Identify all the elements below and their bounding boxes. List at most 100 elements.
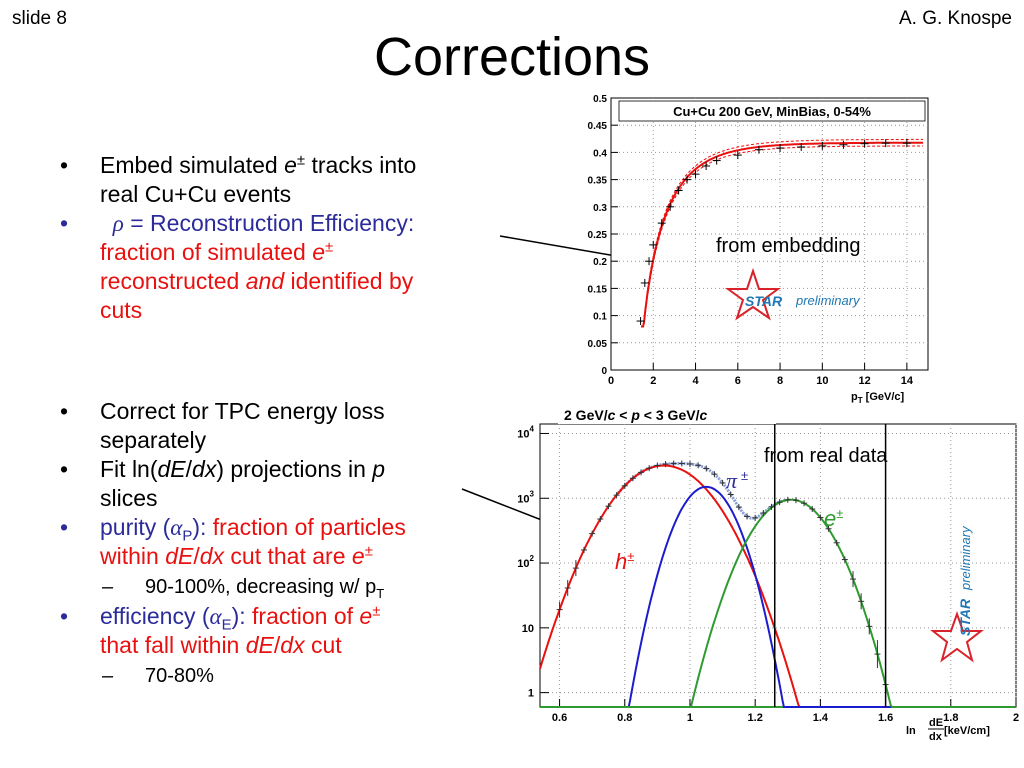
- x-axis-ln: ln: [906, 725, 916, 737]
- x-tick-label: 1.4: [813, 712, 829, 724]
- title-part: < 3 GeV/: [640, 407, 700, 423]
- plot-frame: [539, 423, 1017, 708]
- x-axis-var: p: [851, 391, 858, 403]
- star-label: STAR: [745, 293, 783, 309]
- label-text: efficiency (: [100, 603, 210, 629]
- fit-curve: [641, 141, 924, 328]
- bullet-purity: • purity (αP): fraction of particles wit…: [60, 513, 406, 571]
- grid: [611, 98, 928, 370]
- efficiency-desc: fraction of e±: [245, 602, 381, 629]
- x-tick-label: 1.6: [878, 712, 893, 724]
- bullet-text: Fit ln(: [100, 456, 158, 482]
- x-tick-label: 1.2: [748, 712, 763, 724]
- preliminary-label: preliminary: [795, 293, 861, 308]
- x-tick-label: 0.8: [617, 712, 632, 724]
- label-e-name: e: [824, 506, 836, 531]
- slide-title: Corrections: [373, 27, 651, 87]
- sub-bullet-text: 70-80%: [145, 665, 214, 687]
- e-symbol: e: [284, 152, 297, 178]
- y-tick-label: 0.35: [588, 176, 608, 187]
- grid: [540, 424, 1017, 707]
- x-tick-label: 2: [1013, 712, 1019, 724]
- y-tick-label: 0.1: [593, 312, 607, 323]
- y-tick-label: 0.3: [593, 203, 607, 214]
- title-part: c: [608, 407, 616, 423]
- bullet-efficiency: • efficiency (αE): fraction of e± that f…: [60, 602, 406, 660]
- title-box: [618, 100, 926, 122]
- x-tick-label: 0: [608, 375, 614, 387]
- series-e: [540, 498, 1015, 708]
- x-tick-label: 8: [777, 375, 783, 387]
- x-tick-label: 4: [692, 375, 699, 387]
- rho-description: fraction of simulated e± reconstructed a…: [100, 239, 413, 323]
- x-axis-label: pT [GeV/c]: [851, 391, 905, 404]
- efficiency-label: efficiency (αE):: [100, 603, 246, 633]
- pm-symbol: ±: [372, 602, 381, 620]
- and-word: and: [245, 268, 285, 294]
- efficiency-chart: 0 2 4 6 8 10 12 14 0 0.05 0.1 0.15 0.2 0.25 0.3 0.35 0.…: [588, 94, 929, 404]
- pm-symbol: ±: [325, 238, 334, 256]
- y-tick-label: 1: [528, 688, 534, 700]
- chart-title: 2 GeV/c < p < 3 GeV/c: [564, 407, 707, 423]
- y-tick-label: 0.45: [588, 121, 608, 132]
- x-tick-label: 6: [735, 375, 741, 387]
- y-tick-exp: 2: [530, 554, 535, 563]
- y-tick-base: 10: [517, 558, 529, 570]
- pt-sub: T: [376, 586, 385, 601]
- cut-lines: [773, 424, 887, 707]
- sub-bullet-purity-value: – 90-100%, decreasing w/ pT: [60, 573, 406, 602]
- star-label: STAR: [957, 598, 973, 636]
- x-tick-label: 0.6: [552, 712, 567, 724]
- bullet-rho: • ρ = Reconstruction Efficiency: fractio…: [60, 209, 416, 325]
- y-tick-label: 0.2: [593, 257, 607, 268]
- alpha-symbol: α: [209, 604, 222, 629]
- label-h-name: h: [615, 549, 627, 574]
- bullet-dot: •: [60, 456, 69, 482]
- desc-text: cuts: [100, 297, 143, 323]
- slash: /: [185, 456, 193, 482]
- p-symbol: p: [372, 456, 386, 482]
- dE-symbol: dE: [157, 456, 186, 482]
- pm-symbol: ±: [296, 151, 306, 169]
- label-close: ):: [192, 514, 207, 540]
- dE-symbol: dE: [245, 632, 274, 658]
- purity-desc-line2: within dE/dx cut that are e±: [100, 543, 373, 569]
- x-axis-unit: [GeV/c]: [863, 391, 905, 403]
- label-h-sup: ±: [627, 549, 634, 564]
- y-tick-label: 0.4: [593, 148, 607, 159]
- x-tick-label: 1.8: [943, 712, 958, 724]
- bullet-text: ) projections in: [216, 456, 373, 482]
- e-symbol: e: [359, 603, 373, 629]
- dE-symbol: dE: [165, 543, 194, 569]
- bullet-dot: •: [60, 210, 69, 236]
- desc-text: cut that are: [224, 543, 352, 569]
- label-text: purity (: [100, 514, 171, 540]
- desc-text: within: [100, 543, 166, 569]
- y-tick-label: 0: [601, 366, 607, 377]
- star-logo: [930, 610, 984, 663]
- y-tick-label: 0.05: [588, 339, 608, 350]
- chart-title: Cu+Cu 200 GeV, MinBias, 0-54%: [673, 104, 871, 119]
- label-e: e±: [824, 506, 843, 531]
- y-tick-base: 10: [517, 493, 529, 505]
- y-tick-base: 10: [517, 428, 529, 440]
- pm-symbol: ±: [364, 542, 373, 560]
- label-pi: π ±: [726, 468, 748, 493]
- x-axis-label: ln dE dx [keV/cm]: [906, 717, 990, 743]
- dx-symbol: dx: [199, 543, 225, 569]
- from-embedding-label: from embedding: [716, 235, 861, 257]
- alpha-sub: E: [221, 616, 232, 634]
- y-tick-label: 0.5: [593, 94, 607, 105]
- desc-text: fraction of: [245, 603, 360, 629]
- bullet-dot: •: [60, 603, 69, 629]
- y-tick-label: 103: [517, 489, 534, 505]
- sub-bullet-dash: –: [102, 665, 114, 687]
- e-symbol: e: [312, 239, 326, 265]
- label-e-sup: ±: [836, 506, 843, 521]
- y-tick-base: 10: [522, 623, 534, 635]
- preliminary-label: preliminary: [958, 525, 973, 591]
- label-pi-name: π: [726, 468, 738, 493]
- rho-symbol: ρ: [112, 211, 124, 236]
- x-axis-den: dx: [929, 731, 943, 743]
